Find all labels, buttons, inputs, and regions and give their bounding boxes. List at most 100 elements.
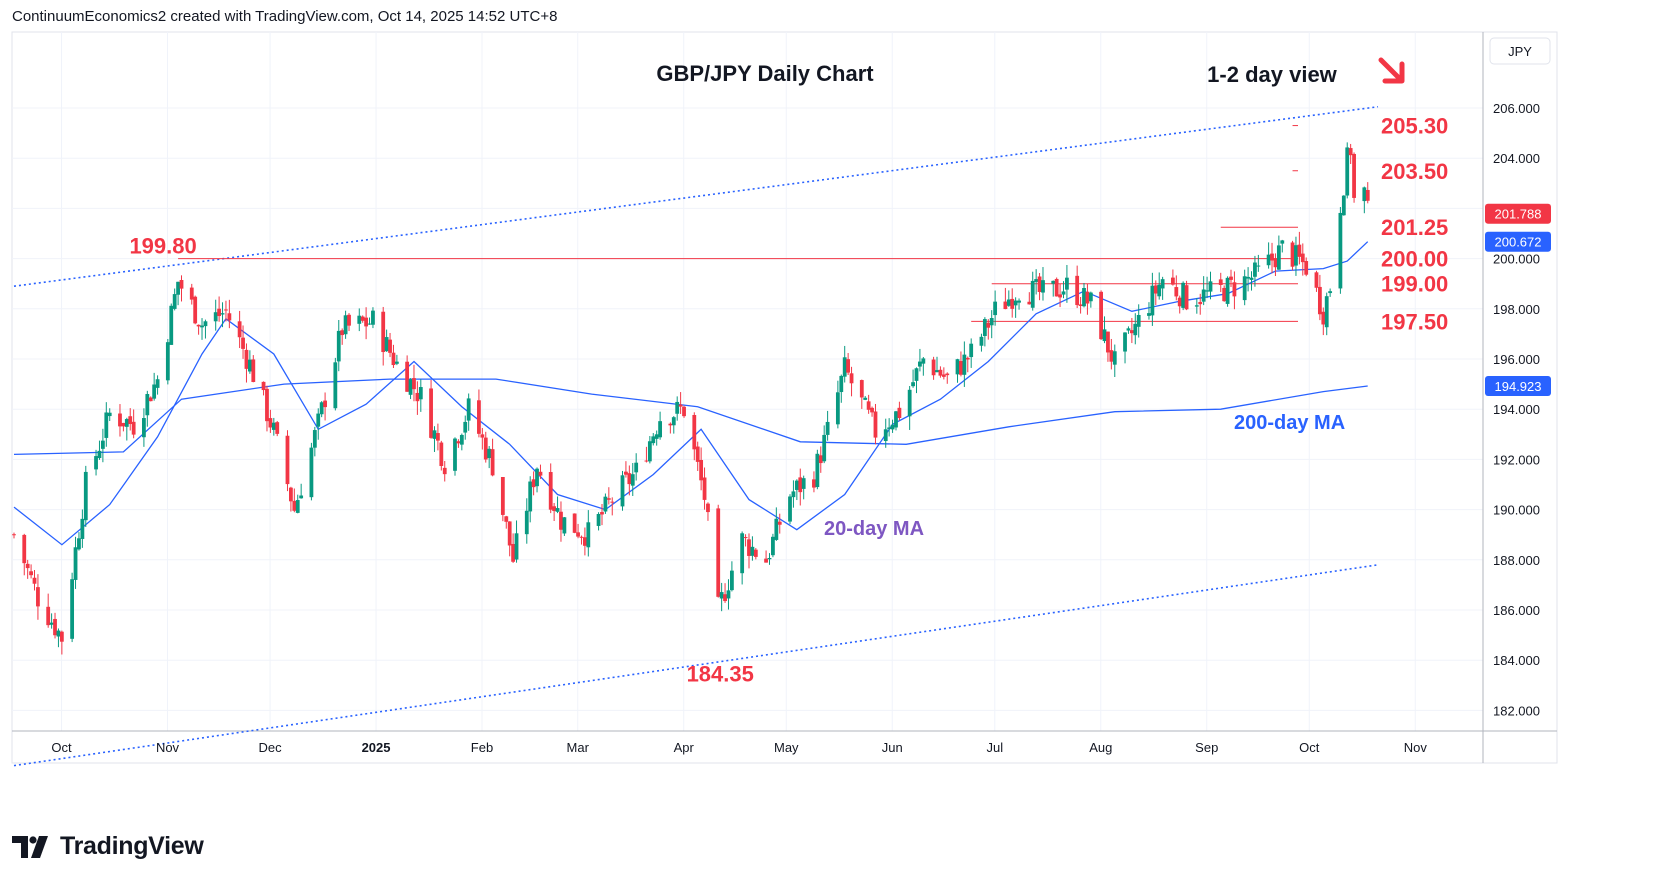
candle-body xyxy=(941,374,946,377)
candle-body xyxy=(675,401,680,414)
candle-body xyxy=(1345,147,1350,196)
candle-body xyxy=(1099,291,1103,340)
candle-body xyxy=(798,477,803,493)
candle-body xyxy=(124,419,129,427)
candle-body xyxy=(247,359,252,372)
candle-body xyxy=(483,437,488,460)
candle-body xyxy=(596,513,601,526)
candle-body xyxy=(699,459,704,481)
candle-body xyxy=(894,411,898,428)
candle-body xyxy=(104,412,109,438)
candle-body xyxy=(1270,253,1274,261)
candle-body xyxy=(25,563,30,569)
y-tick-label: 206.000 xyxy=(1493,101,1540,116)
candle-body xyxy=(559,511,563,530)
candle-body xyxy=(22,534,27,564)
candle-body xyxy=(29,571,33,576)
ma20-label: 20-day MA xyxy=(824,518,924,540)
candle-body xyxy=(1324,296,1329,328)
y-tick-label: 190.000 xyxy=(1493,503,1540,518)
level-label-201-25: 201.25 xyxy=(1381,215,1448,240)
candle-body xyxy=(603,496,608,512)
candle-body xyxy=(729,570,734,591)
x-tick-label: Feb xyxy=(471,740,493,755)
candle-body xyxy=(1253,262,1257,277)
candle-body xyxy=(56,630,61,637)
candles xyxy=(12,142,1370,655)
candle-body xyxy=(442,467,447,475)
candle-body xyxy=(237,321,242,338)
x-tick-label: Oct xyxy=(51,740,72,755)
time-axis[interactable]: Oct Nov Dec 2025 Feb Mar Apr May Jun Jul Aug Sep Oct… xyxy=(51,740,1427,755)
candle-body xyxy=(866,401,871,410)
candle-body xyxy=(152,384,157,399)
candle-body xyxy=(788,496,792,522)
candle-body xyxy=(989,318,994,326)
candle-body xyxy=(1027,301,1032,305)
candle-body xyxy=(1321,311,1326,325)
candle-body xyxy=(1218,279,1223,286)
ma200-price-tag xyxy=(1485,376,1551,397)
candle-body xyxy=(1126,328,1131,331)
x-tick-label: Mar xyxy=(567,740,590,755)
candle-body xyxy=(535,468,539,487)
candle-body xyxy=(1041,280,1045,293)
candle-body xyxy=(1051,280,1056,284)
candle-body xyxy=(165,342,170,381)
y-tick-label: 182.000 xyxy=(1493,703,1540,718)
candle-body xyxy=(145,394,150,416)
candle-body xyxy=(360,316,365,321)
level-label-205-30: 205.30 xyxy=(1381,114,1448,139)
chart-subtitle: 1-2 day view xyxy=(1207,62,1338,87)
candle-body xyxy=(405,361,410,392)
candle-body xyxy=(32,577,37,584)
candle-body xyxy=(914,368,919,381)
candle-body xyxy=(412,378,416,390)
candle-body xyxy=(651,436,656,444)
candle-body xyxy=(1003,301,1008,310)
candle-body xyxy=(907,389,912,417)
x-tick-label: Sep xyxy=(1195,740,1218,755)
candle-body xyxy=(347,314,351,326)
candle-body xyxy=(148,397,153,402)
candle-body xyxy=(630,474,635,486)
candle-body xyxy=(312,430,317,448)
candle-body xyxy=(555,508,560,512)
candle-body xyxy=(955,359,960,375)
candle-body xyxy=(179,279,184,289)
candle-body xyxy=(767,558,772,560)
x-tick-label: Dec xyxy=(259,740,283,755)
candle-body xyxy=(1362,187,1367,202)
candle-body xyxy=(791,491,796,498)
candle-body xyxy=(189,287,194,300)
candle-body xyxy=(241,337,245,349)
candle-body xyxy=(1352,153,1356,198)
candle-body xyxy=(654,434,659,439)
candle-body xyxy=(582,537,587,546)
candle-body xyxy=(172,294,177,309)
candle-body xyxy=(388,339,392,353)
candle-body xyxy=(1150,285,1155,316)
currency-box[interactable] xyxy=(1489,37,1551,65)
candle-body xyxy=(107,412,112,417)
x-tick-label: Oct xyxy=(1299,740,1320,755)
candle-body xyxy=(487,448,492,459)
candle-body xyxy=(289,487,293,502)
candle-body xyxy=(1348,148,1353,156)
candle-body xyxy=(538,471,543,476)
candle-body xyxy=(1133,323,1138,336)
candle-body xyxy=(1328,291,1333,294)
candle-body xyxy=(292,500,297,511)
candle-body xyxy=(49,622,54,625)
candle-body xyxy=(812,479,816,488)
candle-body xyxy=(121,422,126,427)
candle-body xyxy=(381,311,386,353)
candle-body xyxy=(682,406,686,417)
candle-body xyxy=(962,354,967,375)
candle-body xyxy=(965,357,970,360)
candle-body xyxy=(36,587,40,607)
price-axis[interactable]: 182.000 184.000 186.000 188.000 190.000 192.0… xyxy=(1493,101,1540,718)
candle-body xyxy=(511,543,516,562)
tradingview-brand[interactable]: TradingView xyxy=(12,832,204,861)
candle-body xyxy=(1010,298,1015,309)
